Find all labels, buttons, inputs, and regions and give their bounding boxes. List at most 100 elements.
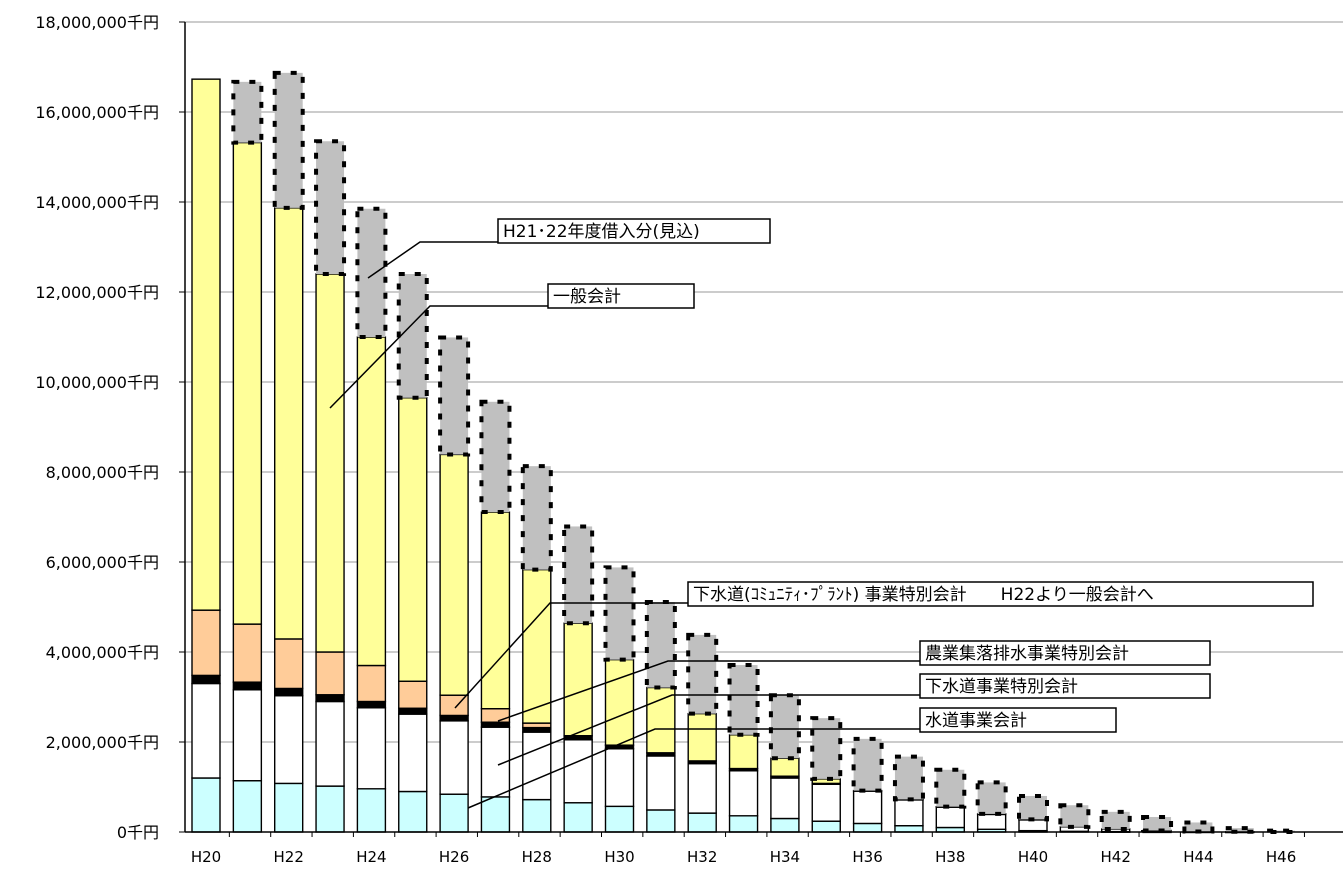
callout-label: 下水道(ｺﾐｭﾆﾃｨ･ﾌﾟﾗﾝﾄ) 事業特別会計 H22より一般会計へ bbox=[693, 585, 1154, 605]
bar-segment bbox=[935, 806, 965, 829]
y-tick-label: 0千円 bbox=[117, 823, 159, 842]
bar-segment bbox=[894, 756, 923, 800]
callout-label: 下水道事業特別会計 bbox=[925, 677, 1078, 697]
bar-segment bbox=[232, 623, 263, 683]
bar-segment bbox=[232, 689, 263, 782]
bar-segment bbox=[1019, 795, 1047, 820]
bar-segment bbox=[191, 78, 221, 611]
callout-leader-line bbox=[367, 241, 498, 279]
bar-segment bbox=[812, 718, 841, 779]
bar-segment bbox=[646, 809, 676, 833]
bar-segment-outline bbox=[686, 632, 719, 716]
bar-segment bbox=[439, 720, 469, 795]
x-tick-label: H30 bbox=[604, 848, 634, 866]
bar-segment bbox=[398, 713, 428, 793]
x-tick-label: H42 bbox=[1101, 848, 1131, 866]
bar-segment bbox=[439, 453, 469, 696]
bar-segment-outline bbox=[727, 663, 760, 737]
y-tick-label: 12,000,000千円 bbox=[35, 283, 159, 302]
callout-leader-line bbox=[454, 602, 688, 709]
bar-segment bbox=[357, 208, 386, 337]
bar-segment bbox=[770, 757, 800, 777]
bar-segment bbox=[563, 802, 593, 833]
bar-segment bbox=[728, 770, 759, 817]
bar-segment bbox=[274, 694, 304, 785]
bar-segment bbox=[522, 798, 552, 833]
callout-leader-line bbox=[497, 660, 920, 722]
bar-segment bbox=[811, 820, 841, 833]
bar-segment bbox=[191, 609, 221, 677]
callout-label: 水道事業会計 bbox=[925, 711, 1027, 731]
bar-segment bbox=[894, 798, 924, 827]
bar-segment bbox=[729, 665, 758, 735]
bar-segment bbox=[563, 622, 593, 737]
bar-segment bbox=[356, 336, 387, 667]
callout-box bbox=[497, 218, 771, 244]
bar-segment bbox=[191, 682, 221, 779]
y-axis-ticks: 0千円 2,000,000千円 4,000,000千円 6,000,000千円 8,00… bbox=[35, 13, 185, 842]
axes bbox=[184, 22, 1343, 833]
bars bbox=[191, 70, 1298, 835]
bar-segment bbox=[398, 790, 428, 833]
x-tick-label: H20 bbox=[191, 848, 221, 866]
bar-segment bbox=[852, 790, 883, 825]
callout-box bbox=[919, 640, 1211, 666]
callout-leader-line bbox=[329, 305, 548, 409]
bar-segment-outline bbox=[1223, 826, 1256, 834]
y-tick-label: 16,000,000千円 bbox=[35, 103, 159, 122]
y-tick-label: 14,000,000千円 bbox=[35, 193, 159, 212]
bar-segment bbox=[440, 337, 469, 455]
bar-segment-outline bbox=[1099, 809, 1132, 831]
bar-segment bbox=[770, 695, 799, 759]
bar-segment bbox=[274, 638, 304, 690]
bar-segment bbox=[232, 780, 263, 833]
x-tick-label: H24 bbox=[356, 848, 386, 866]
callout-box bbox=[687, 581, 1314, 607]
bar-segment bbox=[1060, 805, 1089, 827]
bar-segment bbox=[770, 777, 800, 820]
bar-segment bbox=[315, 651, 345, 696]
bar-segment bbox=[522, 466, 551, 570]
bar-segment bbox=[1101, 811, 1130, 829]
bar-segment-outline bbox=[851, 736, 884, 793]
y-tick-label: 8,000,000千円 bbox=[46, 463, 159, 482]
bar-segment bbox=[356, 788, 387, 833]
callout-box bbox=[547, 283, 695, 309]
bar-segment bbox=[688, 634, 717, 714]
bar-segment-outline bbox=[396, 272, 429, 400]
bar-segment bbox=[480, 796, 511, 833]
bar-segment bbox=[936, 769, 965, 807]
bar-segment bbox=[315, 785, 345, 833]
x-tick-label: H44 bbox=[1183, 848, 1213, 866]
y-tick-label: 18,000,000千円 bbox=[35, 13, 159, 32]
callout-leader-line bbox=[467, 728, 920, 809]
bar-segment bbox=[728, 815, 759, 833]
callout-label: H21･22年度借入分(見込) bbox=[503, 222, 700, 242]
bar-segment bbox=[811, 783, 841, 822]
y-tick-label: 10,000,000千円 bbox=[35, 373, 159, 392]
bar-segment bbox=[894, 825, 924, 833]
bar-segment bbox=[563, 739, 593, 804]
bar-segment bbox=[480, 511, 511, 710]
bar-segment bbox=[315, 273, 345, 653]
bar-segment bbox=[976, 813, 1007, 831]
bar-segment bbox=[1184, 822, 1213, 832]
bar-segment bbox=[977, 782, 1006, 814]
callout-label: 一般会計 bbox=[553, 287, 621, 307]
bar-segment bbox=[398, 397, 428, 682]
bar-segment bbox=[646, 686, 676, 754]
x-tick-label: H38 bbox=[935, 848, 965, 866]
x-tick-label: H26 bbox=[439, 848, 469, 866]
bar-segment-outline bbox=[1017, 793, 1049, 822]
bar-segment-outline bbox=[479, 399, 512, 515]
x-tick-label: H34 bbox=[770, 848, 800, 866]
x-axis-ticks: H20 H22 H24 H26 H28 H30 H32 H34 H36 H38 H40 H42 H44 H… bbox=[191, 832, 1305, 866]
bar-segment bbox=[191, 674, 221, 685]
bar-segment bbox=[687, 762, 717, 814]
bar-segment bbox=[480, 708, 511, 723]
x-tick-label: H40 bbox=[1018, 848, 1048, 866]
x-tick-label: H28 bbox=[522, 848, 552, 866]
callout-leader-line bbox=[497, 694, 920, 766]
x-tick-label: H22 bbox=[274, 848, 304, 866]
